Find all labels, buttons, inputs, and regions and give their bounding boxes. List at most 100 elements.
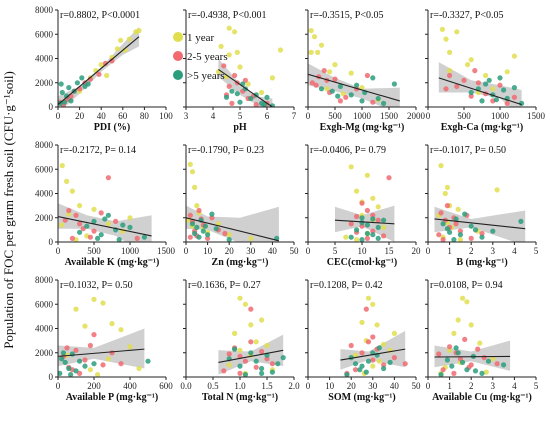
regression-line bbox=[58, 215, 152, 237]
data-point bbox=[218, 43, 224, 50]
x-tick-label: 2.0 bbox=[288, 381, 300, 391]
data-point bbox=[187, 234, 193, 240]
data-point bbox=[85, 81, 91, 87]
data-point bbox=[59, 356, 65, 362]
data-point bbox=[113, 218, 119, 224]
x-tick-label: 0 bbox=[56, 246, 61, 256]
x-axis-label: Available P (mg·kg⁻¹) bbox=[66, 392, 159, 403]
data-point bbox=[69, 235, 75, 241]
legend-marker bbox=[173, 51, 183, 61]
data-point bbox=[62, 217, 68, 223]
data-point bbox=[354, 188, 360, 194]
x-tick-label: 1.5 bbox=[261, 381, 273, 391]
data-point bbox=[127, 215, 133, 221]
x-tick-label: 1000 bbox=[353, 111, 372, 121]
data-point bbox=[229, 88, 235, 94]
data-point bbox=[259, 89, 265, 96]
data-point bbox=[439, 26, 445, 32]
data-point bbox=[447, 344, 453, 350]
data-point bbox=[468, 57, 474, 63]
data-point bbox=[468, 93, 474, 99]
data-point bbox=[511, 53, 517, 59]
correlation-annotation: r=0.0108, P= 0.94 bbox=[430, 280, 503, 291]
data-point bbox=[451, 370, 457, 376]
data-point bbox=[477, 340, 483, 346]
data-point bbox=[91, 296, 97, 302]
data-point bbox=[269, 369, 275, 375]
data-point bbox=[118, 37, 124, 43]
data-point bbox=[248, 306, 254, 312]
x-tick-label: 0.0 bbox=[180, 381, 192, 391]
data-point bbox=[259, 365, 265, 372]
data-point bbox=[109, 321, 115, 327]
x-axis-label: Available K (mg·kg⁻¹) bbox=[65, 257, 160, 268]
data-point bbox=[343, 94, 349, 100]
data-point bbox=[490, 228, 496, 234]
data-point bbox=[363, 369, 369, 375]
data-point bbox=[370, 195, 376, 201]
data-point bbox=[59, 89, 65, 96]
scatter-panel-1: 0 2000 4000 6000 8000 0 20 40 60 80 100 PDI (%) r=0.… bbox=[35, 5, 173, 133]
data-point bbox=[365, 295, 372, 301]
data-point bbox=[136, 365, 142, 372]
data-point bbox=[234, 91, 240, 97]
data-point bbox=[391, 81, 397, 87]
data-point bbox=[187, 212, 193, 218]
data-point bbox=[308, 49, 314, 56]
legend-marker bbox=[173, 32, 183, 42]
y-tick-label: 0 bbox=[49, 372, 54, 382]
y-tick-label: 4000 bbox=[35, 189, 54, 199]
data-point bbox=[444, 184, 450, 190]
data-point bbox=[311, 34, 318, 40]
data-point bbox=[447, 49, 453, 56]
x-tick-label: 20 bbox=[75, 111, 85, 121]
x-tick-label: 5 bbox=[333, 246, 338, 256]
data-point bbox=[264, 342, 270, 349]
x-tick-label: 30 bbox=[246, 246, 256, 256]
legend-marker bbox=[173, 70, 183, 80]
data-point bbox=[248, 339, 254, 345]
data-point bbox=[196, 234, 202, 240]
x-tick-label: 80 bbox=[140, 111, 150, 121]
data-point bbox=[386, 175, 392, 181]
data-point bbox=[511, 85, 517, 91]
data-point bbox=[479, 98, 485, 104]
data-point bbox=[354, 213, 360, 220]
x-tick-label: 3 bbox=[184, 111, 189, 121]
data-point bbox=[359, 220, 365, 226]
data-point bbox=[483, 72, 489, 79]
x-tick-label: 20 bbox=[225, 246, 235, 256]
data-point bbox=[485, 358, 492, 364]
x-tick-label: 10 bbox=[203, 246, 213, 256]
data-point bbox=[126, 36, 132, 42]
data-point bbox=[468, 235, 474, 241]
data-point bbox=[455, 350, 461, 356]
data-point bbox=[98, 232, 104, 238]
data-point bbox=[370, 301, 376, 307]
data-point bbox=[348, 234, 354, 240]
data-point bbox=[387, 359, 393, 365]
data-point bbox=[438, 372, 444, 377]
data-point bbox=[453, 221, 459, 227]
data-point bbox=[359, 223, 365, 229]
data-point bbox=[192, 184, 198, 190]
data-point bbox=[438, 210, 444, 216]
correlation-annotation: r=0.8802, P<0.0001 bbox=[60, 10, 140, 21]
data-point bbox=[359, 85, 365, 91]
data-point bbox=[455, 206, 461, 212]
data-point bbox=[490, 86, 496, 92]
data-point bbox=[453, 345, 459, 351]
data-point bbox=[74, 80, 80, 86]
data-point bbox=[332, 76, 338, 82]
data-point bbox=[232, 346, 238, 352]
x-tick-label: 0 bbox=[426, 111, 431, 121]
data-point bbox=[468, 322, 474, 328]
data-point bbox=[359, 319, 365, 325]
data-point bbox=[357, 367, 363, 373]
data-point bbox=[232, 29, 238, 35]
data-point bbox=[145, 358, 151, 364]
correlation-annotation: r=0.1636, P= 0.27 bbox=[188, 280, 261, 291]
y-tick-label: 8000 bbox=[35, 140, 54, 150]
data-point bbox=[335, 93, 341, 99]
